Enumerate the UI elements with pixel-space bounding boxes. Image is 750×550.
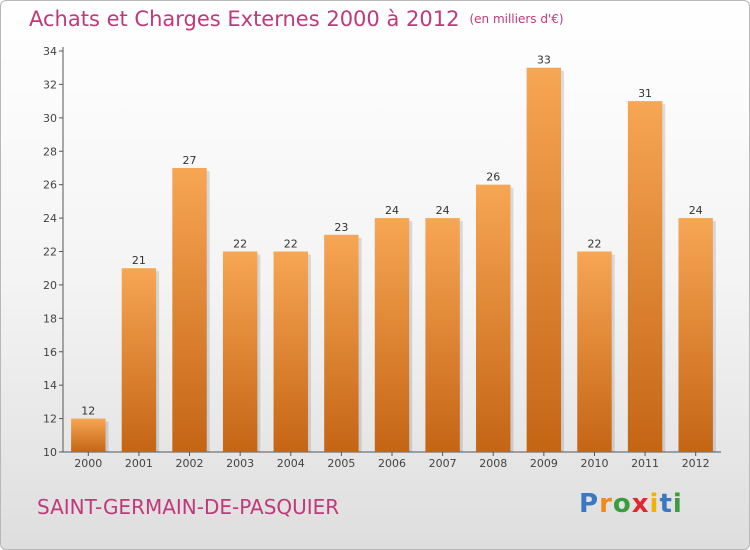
- data-label: 24: [436, 204, 450, 217]
- y-tick-label: 28: [43, 145, 57, 158]
- data-label: 24: [689, 204, 703, 217]
- logo-letter: i: [649, 489, 660, 519]
- bar: [627, 101, 663, 452]
- data-label: 23: [334, 221, 348, 234]
- data-label: 22: [587, 238, 601, 251]
- bar: [172, 167, 207, 453]
- place-name: SAINT-GERMAIN-DE-PASQUIER: [37, 495, 340, 519]
- x-tick-label: 2012: [682, 457, 710, 470]
- bar: [577, 251, 612, 452]
- y-tick-label: 18: [43, 312, 57, 325]
- logo-letter: i: [672, 489, 683, 519]
- logo-letter: r: [599, 489, 613, 519]
- x-tick-label: 2003: [226, 457, 254, 470]
- x-tick-label: 2006: [378, 457, 406, 470]
- y-tick-label: 32: [43, 78, 57, 91]
- data-label: 31: [638, 87, 652, 100]
- y-tick-label: 12: [43, 413, 57, 426]
- y-tick-label: 14: [43, 379, 57, 392]
- data-label: 22: [233, 238, 247, 251]
- bar: [222, 251, 258, 452]
- x-tick-label: 2000: [74, 457, 102, 470]
- bar: [121, 268, 157, 452]
- x-tick-label: 2005: [327, 457, 355, 470]
- y-tick-label: 30: [43, 112, 57, 125]
- bar: [526, 67, 562, 452]
- y-tick-label: 26: [43, 179, 57, 192]
- y-tick-label: 22: [43, 246, 57, 259]
- x-tick-label: 2008: [479, 457, 507, 470]
- logo-letter: t: [659, 489, 673, 519]
- x-tick-label: 2004: [277, 457, 305, 470]
- bar: [425, 218, 460, 452]
- data-label: 22: [284, 238, 298, 251]
- data-label: 33: [537, 54, 551, 67]
- x-tick-label: 2001: [125, 457, 153, 470]
- bar: [71, 418, 106, 452]
- unit-label: (en milliers d'€): [469, 12, 564, 26]
- y-tick-label: 10: [43, 446, 57, 459]
- bar: [678, 218, 713, 452]
- x-tick-label: 2010: [580, 457, 608, 470]
- chart-title: Achats et Charges Externes 2000 à 2012 (e…: [29, 7, 564, 31]
- data-label: 26: [486, 171, 500, 184]
- data-label: 12: [81, 405, 95, 418]
- logo-letter: x: [631, 489, 650, 519]
- data-label: 21: [132, 254, 146, 267]
- bar: [273, 251, 308, 452]
- x-tick-label: 2011: [631, 457, 659, 470]
- data-label: 24: [385, 204, 399, 217]
- data-label: 27: [183, 154, 197, 167]
- y-tick-label: 24: [43, 212, 57, 225]
- y-tick-label: 34: [43, 45, 57, 58]
- bar: [476, 184, 511, 452]
- x-tick-label: 2007: [429, 457, 457, 470]
- bar: [324, 234, 359, 452]
- proxiti-logo: Proxiti: [579, 489, 683, 519]
- logo-letter: o: [612, 489, 632, 519]
- bar: [374, 218, 410, 452]
- x-tick-label: 2002: [176, 457, 204, 470]
- y-tick-label: 20: [43, 279, 57, 292]
- title-text: Achats et Charges Externes 2000 à 2012: [29, 7, 460, 31]
- logo-letter: P: [579, 489, 600, 519]
- x-tick-label: 2009: [530, 457, 558, 470]
- y-tick-label: 16: [43, 346, 57, 359]
